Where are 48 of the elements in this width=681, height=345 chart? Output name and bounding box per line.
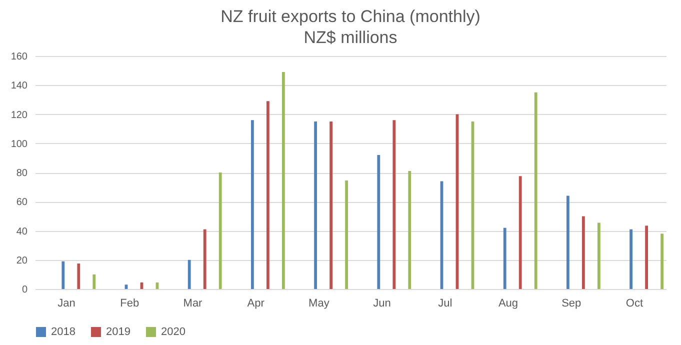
y-tick-label: 80	[16, 168, 28, 179]
x-tick-label: Sep	[562, 298, 582, 310]
x-tick-label: Jun	[373, 298, 391, 310]
bar	[582, 216, 585, 289]
bar	[645, 226, 648, 289]
y-tick-label: 0	[22, 284, 28, 296]
bar	[392, 120, 396, 289]
y-tick-label: 60	[16, 197, 28, 208]
chart-subtitle: NZ$ millions	[304, 28, 398, 47]
chart-title: NZ fruit exports to China (monthly)	[220, 7, 480, 26]
bar	[566, 196, 570, 289]
bar	[534, 92, 538, 289]
x-tick-label: May	[308, 298, 330, 310]
bar	[282, 72, 285, 289]
legend-label: 2019	[106, 326, 130, 338]
bar	[597, 222, 600, 289]
bar	[250, 120, 254, 289]
bar	[62, 261, 65, 289]
bar	[266, 101, 270, 289]
y-tick-label: 100	[10, 138, 28, 150]
bar	[660, 234, 664, 289]
x-tick-label: Oct	[626, 298, 644, 310]
bar	[203, 229, 206, 289]
y-tick-label: 160	[10, 52, 28, 62]
bar	[518, 176, 522, 289]
bar	[345, 180, 348, 289]
bar	[330, 122, 332, 289]
bar	[77, 264, 80, 289]
y-tick-label: 140	[10, 80, 28, 92]
legend-label: 2020	[161, 326, 186, 338]
bar	[503, 228, 506, 289]
legend-label: 2018	[51, 326, 76, 338]
x-tick-label: Jul	[438, 298, 452, 310]
bar	[408, 171, 412, 289]
x-tick-label: Mar	[183, 298, 203, 310]
y-tick-label: 20	[16, 255, 28, 266]
x-tick-label: Jan	[58, 298, 76, 310]
x-tick-label: Aug	[498, 298, 518, 310]
y-tick-label: 40	[16, 226, 28, 238]
bar	[377, 155, 380, 289]
bar	[630, 229, 632, 289]
bar	[188, 260, 191, 289]
x-tick-label: Feb	[120, 298, 140, 310]
bar	[92, 274, 96, 289]
bar	[218, 172, 222, 289]
x-tick-label: Apr	[247, 298, 265, 310]
bar	[314, 122, 317, 289]
y-tick-label: 120	[10, 110, 28, 121]
